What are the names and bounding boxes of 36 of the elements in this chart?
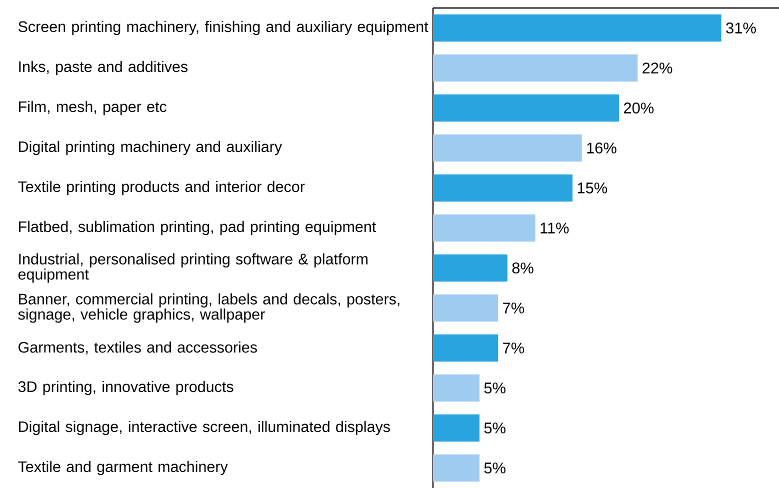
bar bbox=[433, 374, 480, 402]
y-tick-label: Flatbed, sublimation printing, pad printing equipment bbox=[19, 220, 376, 236]
data-label: 22% bbox=[642, 62, 672, 74]
y-tick-label: Garments, textiles and accessories bbox=[18, 342, 257, 355]
data-label: 5% bbox=[484, 382, 506, 394]
y-tick-label: 3D printing, innovative products bbox=[18, 380, 234, 396]
y-tick-label: Textile printing products and interior decor bbox=[18, 180, 305, 196]
bar bbox=[433, 254, 508, 282]
y-tick-label: Industrial, personalised printing software & platform equipment bbox=[18, 253, 368, 283]
y-tick-label: Banner, commercial printing, labels and decals, posters, signage, vehicle graphics, wallpaper bbox=[18, 293, 400, 323]
y-tick-label: Digital printing machinery and auxiliary bbox=[19, 140, 282, 156]
y-tick-label: Film, mesh, paper etc bbox=[19, 100, 166, 116]
data-label: 7% bbox=[503, 302, 524, 314]
bar bbox=[433, 174, 573, 202]
bar bbox=[433, 294, 498, 322]
data-label: 7% bbox=[503, 342, 524, 354]
data-label: 20% bbox=[624, 102, 654, 114]
data-label: 8% bbox=[512, 262, 534, 274]
data-label: 5% bbox=[484, 422, 506, 434]
bar bbox=[433, 54, 638, 82]
data-label: 16% bbox=[587, 142, 616, 154]
bar bbox=[433, 94, 620, 122]
data-label: 11% bbox=[540, 222, 569, 234]
y-tick-label: Digital signage, interactive screen, illuminated displays bbox=[19, 420, 390, 436]
bar bbox=[433, 14, 722, 42]
bar bbox=[433, 134, 582, 162]
y-tick-label: Inks, paste and additives bbox=[19, 60, 188, 76]
bar bbox=[433, 214, 536, 242]
bar bbox=[433, 454, 480, 482]
y-tick-label: Textile and garment machinery bbox=[18, 460, 228, 476]
bar bbox=[433, 334, 498, 362]
data-label: 15% bbox=[578, 182, 608, 194]
bar bbox=[433, 414, 480, 442]
data-label: 5% bbox=[484, 462, 506, 474]
data-label: 31% bbox=[726, 22, 756, 34]
y-tick-label: Screen printing machinery, finishing and auxiliary equipment bbox=[18, 20, 428, 36]
